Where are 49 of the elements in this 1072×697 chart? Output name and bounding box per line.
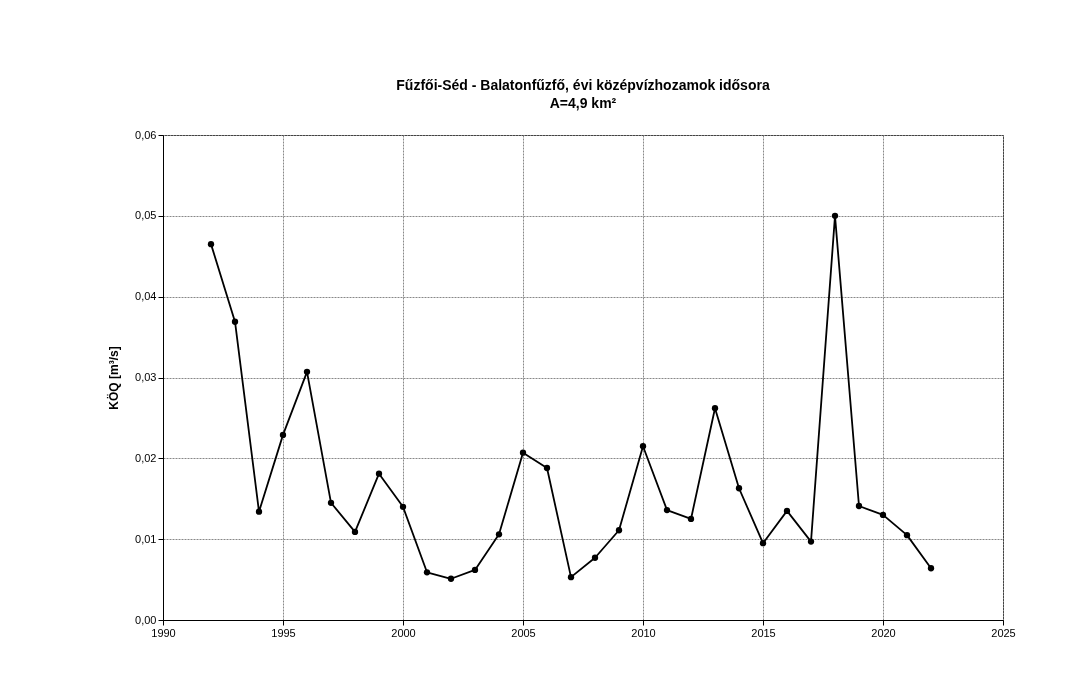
y-tick-label: 0,03	[135, 371, 157, 383]
point	[615, 527, 623, 534]
point	[567, 574, 575, 581]
y-tick-label: 0,00	[135, 613, 157, 626]
point	[759, 540, 767, 547]
x-tick-label: 2020	[871, 626, 896, 639]
point	[255, 508, 263, 515]
x-tick-label: 2025	[991, 626, 1016, 639]
point	[807, 538, 815, 545]
y-tick-label: 0,05	[135, 209, 157, 222]
y-tick-label: 0,04	[135, 290, 157, 303]
x-tick-label: 2005	[511, 626, 536, 639]
point	[231, 318, 239, 325]
y-tick-label: 0,02	[135, 451, 157, 464]
point	[639, 443, 647, 450]
point	[927, 565, 935, 572]
y-axis-title: KÖQ [m³/s]	[106, 346, 122, 410]
point	[495, 531, 503, 538]
point	[687, 515, 695, 523]
point	[663, 506, 671, 514]
point	[903, 531, 911, 539]
point	[855, 502, 863, 510]
point	[327, 499, 335, 506]
x-tick-label: 1995	[271, 626, 296, 639]
point	[207, 240, 215, 248]
text: A=4,9 km²	[549, 95, 617, 111]
point	[519, 449, 527, 456]
x-tick-label: 1990	[151, 626, 176, 639]
text: Fűzfői-Séd - Balatonfűzfő, évi középvízhozamok idősora	[396, 77, 770, 93]
point	[303, 368, 311, 375]
point	[783, 507, 791, 515]
x-tick-label: 2015	[751, 626, 776, 639]
point	[447, 575, 455, 582]
point	[711, 405, 719, 412]
point	[543, 464, 551, 472]
point	[375, 470, 383, 477]
point	[423, 569, 431, 576]
point	[735, 485, 743, 492]
point	[399, 503, 407, 510]
y-tick-label: 0,06	[135, 128, 157, 141]
x-tick-label: 2000	[391, 626, 416, 639]
point	[471, 566, 479, 574]
point	[351, 528, 359, 536]
point	[831, 212, 839, 219]
point	[879, 511, 887, 519]
y-tick-label: 0,01	[135, 532, 157, 545]
x-tick-label: 2010	[631, 626, 656, 639]
point	[279, 431, 287, 439]
point	[591, 554, 599, 561]
